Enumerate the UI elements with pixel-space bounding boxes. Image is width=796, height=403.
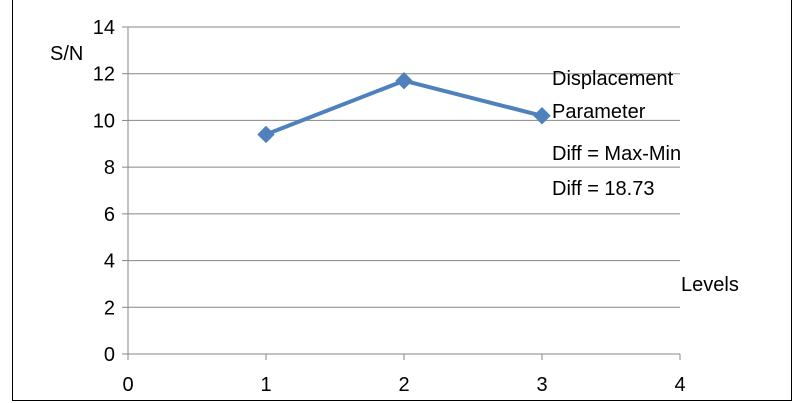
x-tick-label: 2 <box>398 374 409 396</box>
x-tick-label: 0 <box>122 374 133 396</box>
x-tick-label: 3 <box>536 374 547 396</box>
series <box>257 72 551 144</box>
data-point-marker <box>533 107 551 125</box>
data-point-marker <box>257 125 275 144</box>
y-tick-label: 8 <box>104 157 115 179</box>
annotation-line-2: Parameter <box>552 101 646 123</box>
gridlines <box>128 26 680 308</box>
annotation-line-1: Displacement <box>552 68 674 90</box>
y-axis-label: S/N <box>50 43 83 65</box>
y-tick-label: 2 <box>104 297 115 319</box>
y-tick-label: 10 <box>93 110 115 132</box>
y-tick-label: 12 <box>93 64 115 86</box>
chart-frame <box>12 0 792 401</box>
y-tick-label: 4 <box>104 251 115 273</box>
axes <box>122 26 681 360</box>
x-tick-label: 1 <box>260 374 271 396</box>
y-tick-label: 6 <box>104 204 115 226</box>
data-point-marker <box>395 72 413 90</box>
annotation-line-4: Diff = 18.73 <box>552 178 654 200</box>
annotation-line-3: Diff = Max-Min <box>552 143 681 165</box>
y-tick-label: 14 <box>93 17 115 39</box>
x-axis-label: Levels <box>681 274 739 296</box>
annotation-block: Displacement Parameter Diff = Max-Min Di… <box>552 68 681 200</box>
y-tick-label: 0 <box>104 344 115 366</box>
x-tick-label: 4 <box>674 374 685 396</box>
